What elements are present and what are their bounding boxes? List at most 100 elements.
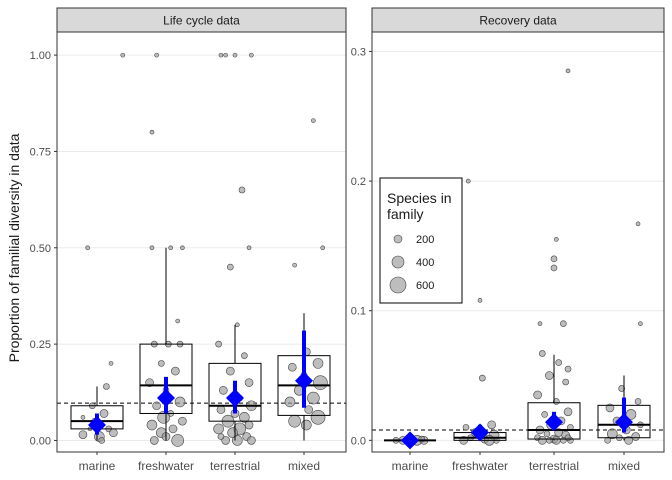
- data-point: [80, 415, 86, 420]
- mean-marker: [471, 423, 489, 442]
- data-point: [320, 245, 326, 251]
- data-point: [171, 434, 184, 447]
- legend-size-marker: [393, 234, 403, 244]
- data-point: [625, 409, 637, 420]
- data-point: [560, 320, 567, 327]
- data-point: [152, 401, 161, 411]
- legend-title: Species in: [387, 190, 452, 206]
- legend-size-label: 400: [416, 257, 434, 269]
- data-point: [232, 435, 243, 446]
- data-point: [550, 264, 558, 272]
- strip-label: Life cycle data: [163, 14, 240, 28]
- data-point: [618, 385, 625, 392]
- panel-life-cycle: Life cycle data 0.00 0.25 0.50 0.75 1.00 mari…: [30, 7, 347, 473]
- strip-background: [56, 7, 347, 33]
- mean-marker: [401, 431, 419, 450]
- data-point: [171, 366, 180, 376]
- data-point: [546, 437, 553, 444]
- x-tick-label: terrestrial: [529, 459, 579, 473]
- data-point: [239, 412, 250, 423]
- data-point: [307, 391, 320, 405]
- data-point: [235, 322, 240, 328]
- x-tick-label: marine: [79, 459, 116, 473]
- data-point: [216, 405, 226, 414]
- data-point: [624, 436, 633, 445]
- legend-size-marker: [389, 276, 407, 294]
- data-point: [227, 263, 234, 271]
- data-point: [631, 432, 641, 441]
- data-point: [247, 436, 256, 445]
- size-legend: Species in family 200 400 600: [379, 177, 463, 304]
- data-point: [304, 405, 313, 414]
- data-point: [175, 318, 180, 324]
- data-point: [479, 374, 486, 382]
- y-tick-label: 0.1: [351, 306, 366, 318]
- data-point: [226, 366, 235, 376]
- plot-border: [371, 31, 665, 453]
- data-point: [288, 414, 301, 428]
- data-point: [103, 383, 110, 390]
- data-point: [545, 371, 554, 380]
- data-point: [246, 245, 252, 251]
- y-axis-label: Proportion of familial diversity in data: [6, 133, 22, 362]
- mean-marker: [615, 413, 633, 432]
- y-tick-label: 0.2: [351, 176, 366, 188]
- data-point: [244, 378, 254, 387]
- x-tick-label: marine: [392, 459, 429, 473]
- y-tick-label: 0.0: [351, 435, 366, 447]
- data-point: [168, 424, 178, 434]
- x-tick-label: mixed: [608, 459, 640, 473]
- data-point: [219, 386, 228, 395]
- data-point: [564, 365, 572, 373]
- data-point: [562, 378, 570, 386]
- x-tick-label: freshwater: [138, 459, 194, 473]
- data-point: [311, 118, 316, 123]
- legend-title: family: [387, 206, 424, 222]
- data-point: [98, 437, 105, 444]
- data-point: [146, 419, 158, 431]
- data-point: [487, 420, 497, 430]
- data-point: [158, 360, 165, 367]
- data-point: [213, 423, 224, 435]
- data-point: [149, 129, 155, 135]
- y-tick-label: 0.75: [30, 146, 51, 158]
- data-point: [538, 350, 546, 357]
- y-tick-label: 0.25: [30, 339, 51, 351]
- data-point: [477, 298, 483, 303]
- data-point: [635, 221, 641, 227]
- plot-border: [56, 31, 347, 453]
- data-point: [78, 430, 88, 439]
- data-point: [312, 358, 324, 369]
- data-point: [150, 436, 159, 445]
- data-point: [99, 409, 109, 418]
- data-point: [533, 390, 542, 400]
- data-point: [223, 52, 228, 58]
- data-point: [174, 396, 186, 408]
- y-tick-label: 0.50: [30, 243, 51, 255]
- data-point: [565, 68, 571, 74]
- data-point: [550, 255, 558, 263]
- box: [527, 402, 581, 440]
- data-point: [215, 340, 222, 348]
- data-point: [605, 403, 615, 413]
- data-point: [537, 436, 547, 445]
- mean-marker: [545, 413, 563, 432]
- data-point: [168, 245, 173, 251]
- legend-size-marker: [391, 255, 405, 269]
- x-tick-label: freshwater: [452, 459, 508, 473]
- data-point: [108, 361, 114, 366]
- data-point: [178, 416, 187, 426]
- data-point: [554, 237, 559, 242]
- data-point: [157, 411, 170, 424]
- y-tick-label: 0.00: [30, 435, 51, 447]
- data-point: [552, 436, 561, 445]
- data-point: [606, 428, 618, 440]
- data-point: [149, 245, 155, 251]
- data-point: [218, 52, 224, 58]
- data-point: [154, 52, 159, 58]
- y-tick-label: 0.3: [351, 46, 366, 58]
- legend-size-label: 200: [416, 234, 434, 246]
- data-point: [310, 410, 326, 425]
- data-point: [555, 359, 562, 366]
